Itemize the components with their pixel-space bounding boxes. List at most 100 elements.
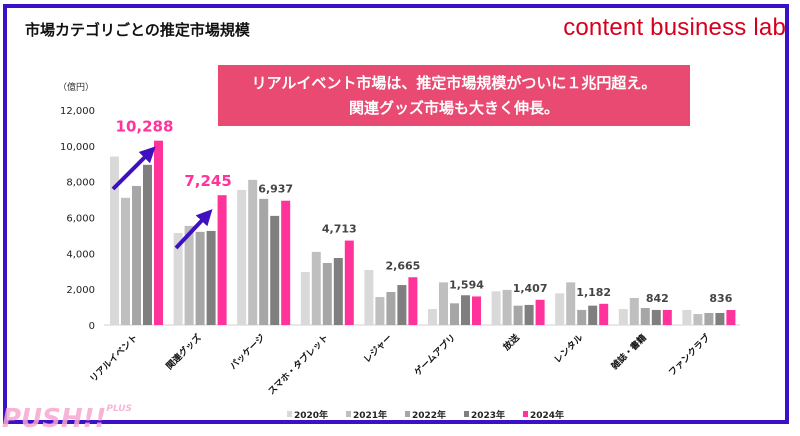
- bar-2020年-関連グッズ: [173, 232, 183, 325]
- data-label: 1,407: [513, 282, 548, 295]
- bar-2023年-放送: [524, 304, 534, 325]
- callout-box: リアルイベント市場は、推定市場規模がついに１兆円超え。 関連グッズ市場も大きく伸…: [218, 65, 690, 126]
- x-tick-label: 放送: [500, 331, 523, 354]
- bar-2024年-リアルイベント: [154, 140, 163, 325]
- logo: content business lab: [563, 14, 786, 41]
- data-label: 1,182: [576, 286, 611, 299]
- bar-2024年-レンタル: [599, 303, 609, 325]
- bar-2020年-雑誌・書籍: [618, 309, 628, 325]
- x-tick-label: 関連グッズ: [163, 332, 203, 372]
- x-tick-label: レジャー: [362, 332, 395, 365]
- bar-2022年-パッケージ: [259, 198, 269, 325]
- bar-2021年-リアルイベント: [121, 197, 130, 325]
- data-label: 7,245: [184, 172, 231, 190]
- bar-2021年-雑誌・書籍: [629, 297, 639, 325]
- bar-2021年-放送: [502, 289, 512, 325]
- bar-2022年-リアルイベント: [132, 185, 141, 325]
- x-tick-label: パッケージ: [227, 332, 267, 372]
- watermark-text: PUSH!!: [2, 404, 107, 434]
- growth-arrow-icon: [174, 209, 213, 250]
- bar-2021年-ゲームアプリ: [439, 282, 448, 325]
- bar-2022年-レンタル: [577, 309, 587, 325]
- bar-2022年-ファンクラブ: [704, 312, 714, 325]
- y-axis-unit: （億円）: [58, 81, 94, 93]
- growth-arrow-icon: [111, 146, 156, 191]
- legend-label: 2021年: [353, 409, 387, 421]
- frame-border: [3, 4, 789, 424]
- data-label: 10,288: [116, 118, 174, 136]
- legend-swatch: [287, 411, 292, 417]
- bar-2020年-レンタル: [555, 293, 565, 325]
- bar-2023年-関連グッズ: [206, 230, 216, 325]
- y-tick-label: 10,000: [60, 142, 95, 153]
- x-tick-label: スマホ・タブレット: [265, 332, 331, 398]
- y-tick-label: 8,000: [66, 178, 95, 189]
- bar-2024年-ゲームアプリ: [472, 296, 481, 325]
- y-tick-label: 6,000: [66, 214, 95, 225]
- bar-2024年-スマホ・タブレット: [344, 240, 354, 325]
- bar-2020年-スマホ・タブレット: [300, 271, 310, 325]
- data-label: 842: [646, 292, 669, 305]
- x-tick-label: 雑誌・書籍: [608, 332, 649, 373]
- callout-line-1: リアルイベント市場は、推定市場規模がついに１兆円超え。: [251, 74, 657, 92]
- bar-2021年-ファンクラブ: [693, 314, 703, 325]
- bar-2023年-レジャー: [397, 285, 407, 325]
- bar-2020年-ゲームアプリ: [428, 309, 437, 325]
- bar-2024年-放送: [535, 299, 545, 325]
- y-tick-label: 2,000: [66, 285, 95, 296]
- watermark-logo: PUSH!!PLUS: [2, 404, 132, 434]
- bar-2021年-レンタル: [566, 282, 576, 325]
- bar-2022年-放送: [513, 305, 523, 325]
- x-tick-label: ゲームアプリ: [412, 332, 458, 378]
- x-tick-label: リアルイベント: [88, 332, 140, 384]
- bar-2024年-雑誌・書籍: [662, 309, 672, 325]
- data-label: 836: [709, 292, 732, 305]
- bar-2021年-パッケージ: [248, 179, 258, 325]
- x-tick-label: ファンクラブ: [666, 332, 713, 379]
- bar-2022年-ゲームアプリ: [450, 303, 459, 325]
- legend-swatch: [523, 411, 528, 417]
- bar-2024年-パッケージ: [281, 200, 291, 325]
- bar-2020年-ファンクラブ: [682, 309, 692, 325]
- bar-2021年-関連グッズ: [184, 225, 194, 325]
- legend-label: 2024年: [530, 409, 564, 421]
- bar-2020年-リアルイベント: [110, 156, 119, 325]
- data-label: 1,594: [449, 278, 484, 291]
- bar-2023年-雑誌・書籍: [651, 309, 661, 325]
- bar-2021年-スマホ・タブレット: [311, 251, 321, 325]
- bar-2023年-リアルイベント: [143, 164, 152, 325]
- legend-label: 2020年: [294, 409, 328, 421]
- legend-swatch: [405, 411, 410, 417]
- legend-label: 2022年: [412, 409, 446, 421]
- bar-2022年-関連グッズ: [195, 231, 205, 325]
- bar-2024年-関連グッズ: [217, 195, 227, 325]
- bar-2023年-ゲームアプリ: [461, 295, 470, 325]
- bar-2023年-レンタル: [588, 305, 598, 325]
- bar-2023年-スマホ・タブレット: [333, 257, 343, 325]
- bar-2020年-放送: [491, 291, 501, 325]
- page-title: 市場カテゴリごとの推定市場規模: [25, 21, 250, 39]
- legend-swatch: [464, 411, 469, 417]
- bar-2022年-レジャー: [386, 292, 396, 325]
- bar-2022年-雑誌・書籍: [640, 307, 650, 325]
- callout-line-2: 関連グッズ市場も大きく伸長。: [348, 99, 559, 117]
- bar-2020年-レジャー: [364, 269, 374, 325]
- data-label: 6,937: [258, 183, 293, 196]
- data-label: 2,665: [386, 259, 421, 272]
- bar-2020年-パッケージ: [237, 189, 247, 325]
- data-label: 4,713: [322, 223, 357, 236]
- bar-2024年-ファンクラブ: [726, 310, 736, 325]
- y-tick-label: 12,000: [60, 106, 95, 117]
- y-tick-label: 4,000: [66, 249, 95, 260]
- bar-2022年-スマホ・タブレット: [322, 263, 332, 325]
- bar-2021年-レジャー: [375, 297, 385, 325]
- y-tick-label: 0: [89, 321, 95, 332]
- bar-2024年-レジャー: [408, 277, 418, 325]
- legend-swatch: [346, 411, 351, 417]
- bar-2023年-パッケージ: [270, 215, 280, 325]
- watermark-sub: PLUS: [106, 404, 133, 414]
- bar-2023年-ファンクラブ: [715, 312, 725, 325]
- x-tick-label: レンタル: [551, 332, 585, 366]
